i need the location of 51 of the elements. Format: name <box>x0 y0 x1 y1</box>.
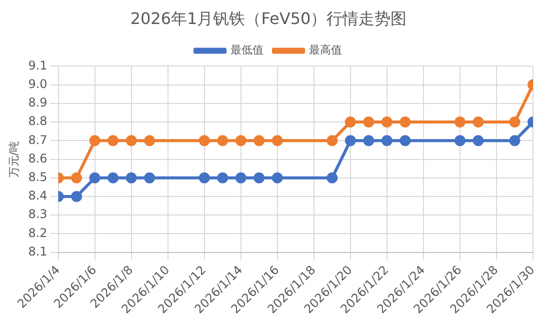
legend-label: 最低值 <box>230 44 264 57</box>
point <box>144 172 156 184</box>
point <box>509 135 520 146</box>
point <box>217 135 228 146</box>
y-axis-title: 万元/吨 <box>7 140 20 178</box>
point <box>509 116 520 128</box>
chart-title: 2026年1月钒铁（FeV50）行情走势图 <box>130 8 407 28</box>
point <box>400 135 411 146</box>
point <box>254 172 265 184</box>
point <box>344 135 356 146</box>
point <box>89 135 100 146</box>
point <box>363 135 374 146</box>
point <box>381 135 392 146</box>
y-tick-label: 8.7 <box>28 132 48 147</box>
point <box>235 135 246 146</box>
y-tick-label: 8.2 <box>28 226 48 240</box>
point <box>381 116 392 128</box>
y-tick-label: 9.1 <box>28 58 48 72</box>
point <box>454 116 466 128</box>
point <box>344 116 356 128</box>
y-tick-label: 8.6 <box>28 151 48 166</box>
point <box>217 172 228 184</box>
point <box>198 172 210 184</box>
point <box>272 172 283 184</box>
point <box>126 135 137 146</box>
y-tick-label: 8.5 <box>28 170 48 184</box>
y-tick-label: 8.8 <box>28 114 48 128</box>
point <box>254 135 265 146</box>
y-tick-label: 8.1 <box>28 244 48 258</box>
y-tick-label: 8.9 <box>28 96 48 110</box>
point <box>472 116 484 128</box>
legend-label: 最高值 <box>309 44 342 57</box>
y-tick-label: 8.4 <box>28 188 48 203</box>
point <box>326 135 338 146</box>
point <box>363 116 374 128</box>
point <box>235 172 246 184</box>
point <box>71 190 82 202</box>
point <box>71 172 82 184</box>
y-tick-label: 8.3 <box>28 207 48 222</box>
point <box>326 172 338 184</box>
point <box>198 135 210 146</box>
point <box>472 135 484 146</box>
y-tick-label: 9.0 <box>28 76 48 91</box>
point <box>454 135 466 146</box>
point <box>400 116 411 128</box>
point <box>108 135 119 146</box>
point <box>144 135 156 146</box>
point <box>89 172 100 184</box>
point <box>272 135 283 146</box>
point <box>108 172 119 184</box>
point <box>126 172 137 184</box>
